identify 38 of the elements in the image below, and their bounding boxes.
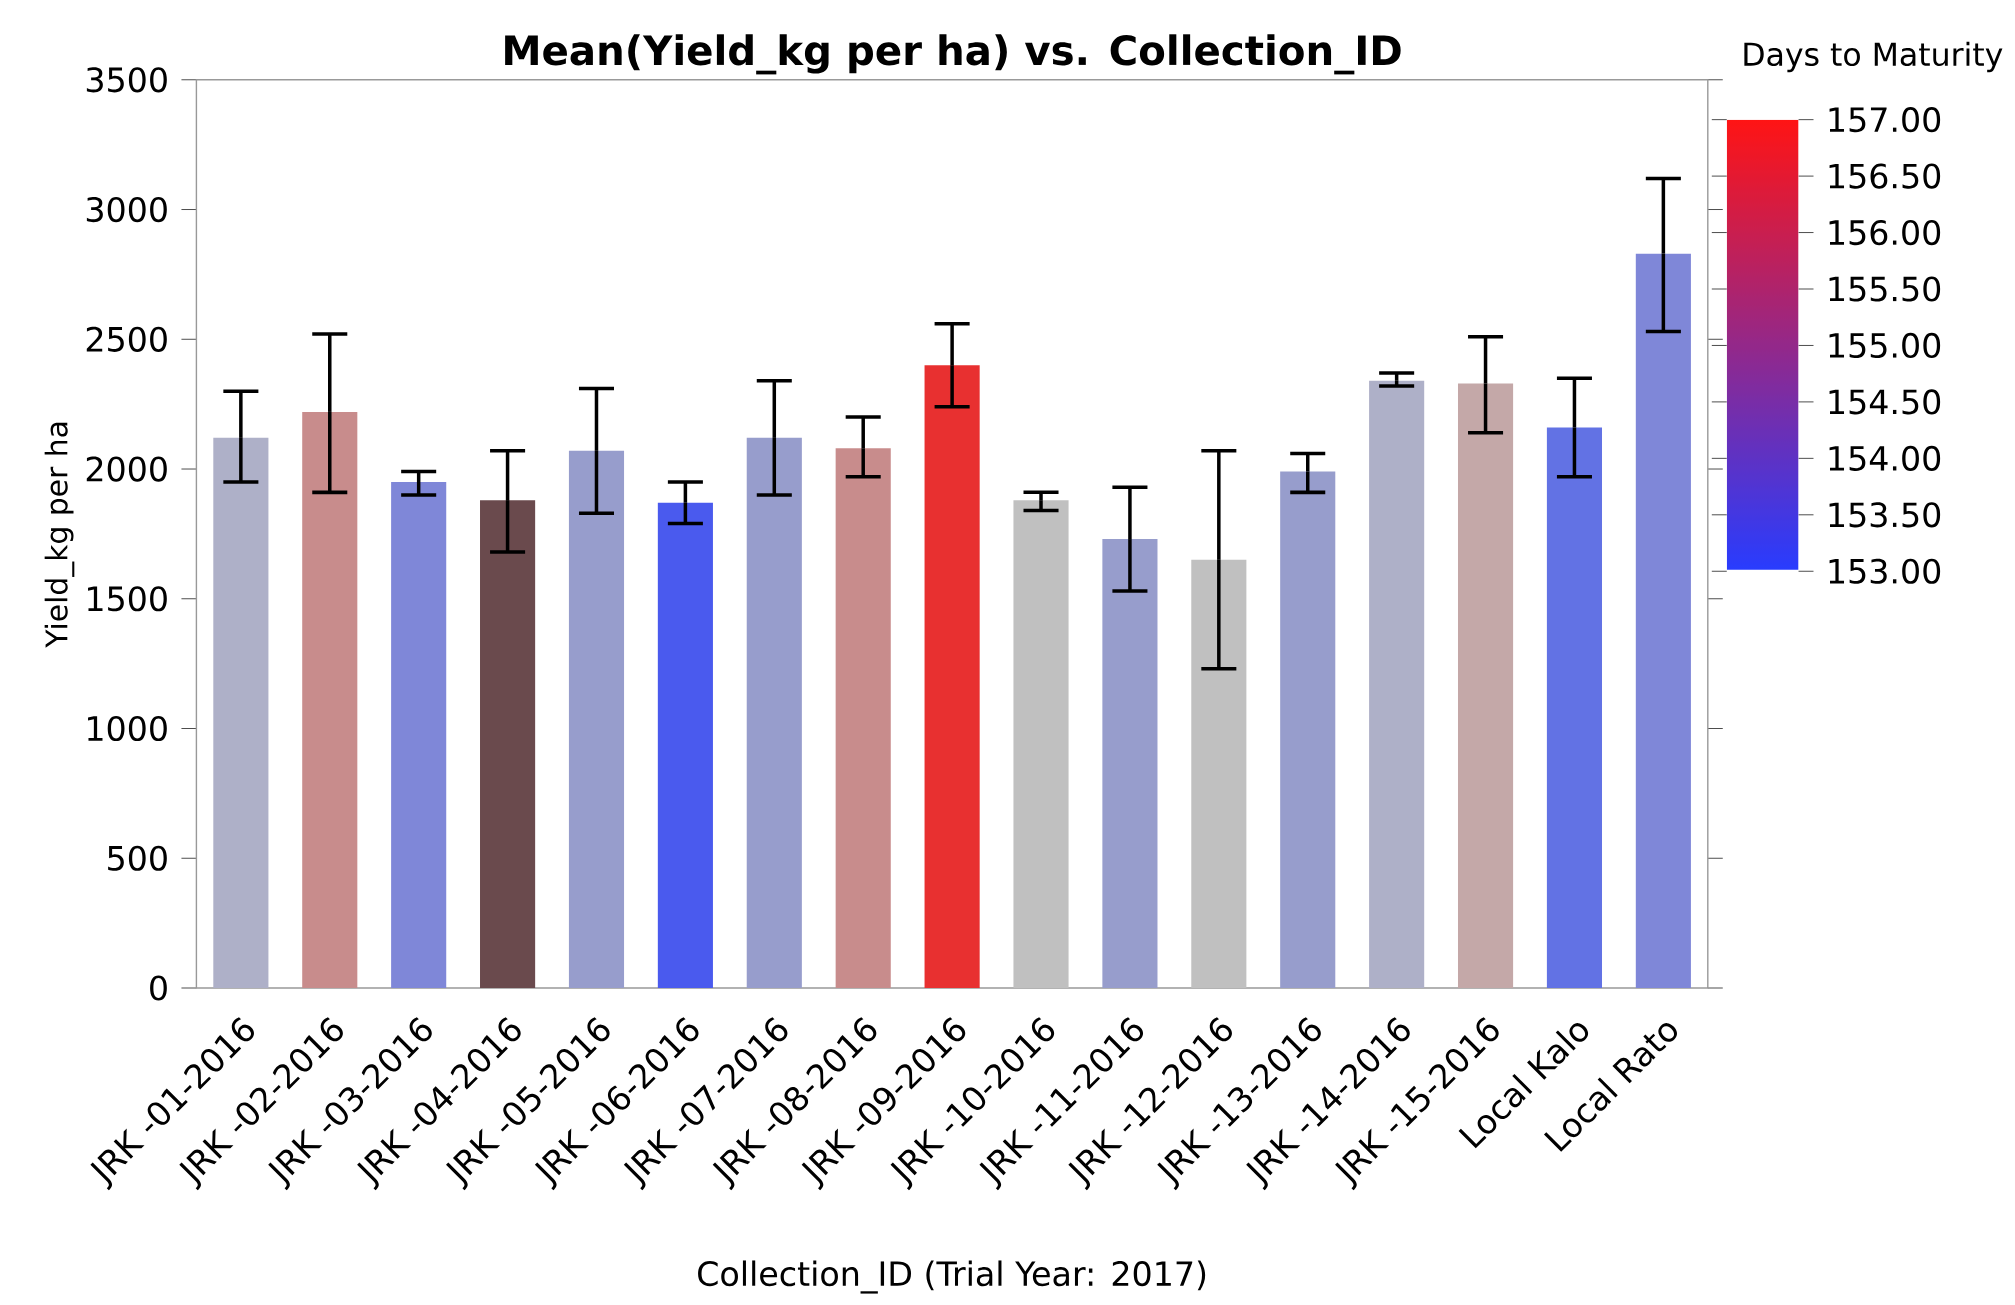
y-tick-label: 2000 (86, 456, 167, 482)
y-tick-label: 500 (108, 845, 167, 871)
y-tick-label: 2500 (86, 326, 167, 352)
bar (1635, 253, 1691, 988)
y-tick-label: 1500 (88, 586, 167, 612)
bar (657, 502, 713, 988)
color-bar-label: 153.00 (1829, 558, 1941, 584)
x-axis-title: Collection_ID (Trial Year: 2017) (698, 1260, 1206, 1294)
bar (1013, 500, 1069, 988)
color-bar-label: 157.00 (1829, 106, 1941, 133)
color-bar-title: Days to Maturity (1744, 41, 2003, 73)
bar (480, 500, 536, 988)
y-tick-label: 1000 (88, 715, 167, 741)
bar (1191, 559, 1247, 988)
color-bar-label: 156.00 (1829, 219, 1941, 246)
y-tick-label: 0 (150, 975, 167, 1001)
color-bar-label: 155.50 (1829, 276, 1941, 302)
color-bar-label: 153.50 (1829, 502, 1941, 528)
bar (1457, 383, 1514, 988)
bar (391, 481, 447, 988)
chart-title: Mean(Yield_kg per ha) vs. Collection_ID (505, 34, 1401, 75)
bar (924, 365, 980, 988)
bar (835, 448, 891, 988)
bar (568, 450, 625, 988)
bar (302, 411, 358, 988)
y-tick-label: 3500 (86, 67, 167, 93)
y-axis-title: Yield_kg per ha (44, 422, 75, 648)
color-bar-label: 154.50 (1829, 389, 1941, 415)
bar (1102, 538, 1158, 988)
y-tick-label: 3000 (86, 196, 167, 223)
color-bar-label: 155.00 (1829, 332, 1941, 358)
bar (1280, 471, 1336, 988)
color-bar-label: 154.00 (1829, 445, 1941, 471)
bar (213, 437, 269, 988)
bar (1369, 380, 1425, 988)
color-bar-label: 156.50 (1829, 163, 1941, 189)
bar (1546, 427, 1603, 988)
bar (746, 437, 802, 988)
